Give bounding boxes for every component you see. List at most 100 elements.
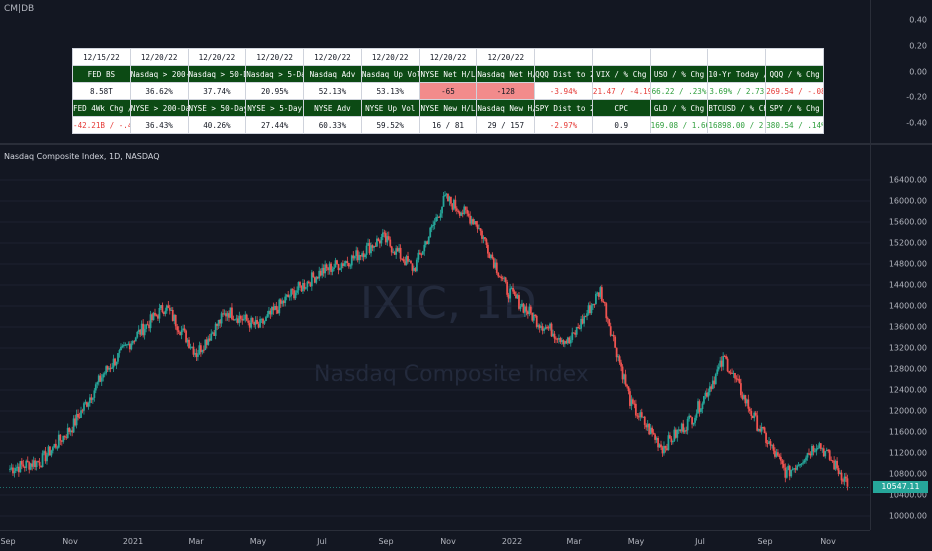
candle	[231, 303, 233, 321]
candle	[771, 444, 773, 449]
candle	[765, 431, 767, 447]
time-axis-tick: Nov	[62, 537, 78, 546]
candle	[411, 263, 414, 276]
candle	[439, 209, 442, 221]
candle	[482, 235, 485, 244]
candle	[282, 299, 285, 307]
candle	[464, 206, 467, 214]
candle	[254, 316, 257, 330]
candle	[512, 283, 514, 294]
candle	[325, 263, 328, 272]
candle	[236, 315, 239, 325]
candle	[151, 312, 153, 323]
candle	[621, 364, 624, 384]
candle	[293, 286, 295, 301]
candle	[288, 294, 291, 301]
candle	[318, 266, 321, 281]
table-cell	[765, 48, 824, 66]
candle	[611, 334, 614, 336]
candle	[683, 427, 686, 434]
candle	[307, 280, 310, 284]
candle	[442, 191, 445, 207]
candle	[772, 443, 775, 455]
time-axis[interactable]: Sep Nov 2021 Mar May Jul Sep Nov 2022 Mar May Jul Se…	[0, 530, 870, 551]
candle	[365, 242, 368, 259]
price-axis-tick: 15600.00	[888, 217, 927, 227]
candle	[740, 378, 742, 398]
candle	[521, 299, 523, 308]
candle	[843, 473, 846, 486]
candle	[359, 254, 362, 261]
candle	[606, 316, 609, 324]
candle	[368, 239, 371, 255]
candle	[247, 317, 250, 326]
candle	[649, 423, 652, 435]
candle	[547, 325, 550, 331]
candle	[671, 440, 674, 445]
candle	[56, 445, 59, 451]
candle	[519, 303, 522, 312]
candle	[117, 352, 119, 364]
candle	[136, 330, 139, 339]
candle	[450, 196, 452, 207]
candle	[109, 363, 112, 373]
candle	[534, 314, 537, 318]
candle	[19, 460, 22, 473]
candle	[384, 230, 387, 245]
candle	[513, 289, 516, 297]
candle	[371, 244, 374, 252]
candle	[270, 306, 273, 317]
candle	[367, 238, 369, 247]
table-cell	[534, 48, 593, 66]
candle	[590, 303, 593, 315]
candle	[241, 315, 244, 325]
candle	[216, 323, 219, 331]
candle	[774, 447, 776, 459]
candle	[229, 307, 232, 318]
candle	[46, 452, 48, 465]
candle	[518, 291, 520, 311]
candle	[504, 276, 507, 284]
table-cell	[591, 48, 651, 66]
candle	[315, 275, 318, 285]
candle	[77, 409, 79, 421]
table-cell: 169.08 / 1.66%	[649, 116, 709, 134]
candle	[257, 321, 260, 329]
time-axis-tick: Jul	[317, 537, 327, 546]
candle	[57, 430, 60, 449]
candle	[413, 265, 415, 273]
table-cell: -42.21B / -.49%	[72, 116, 131, 134]
candle	[432, 220, 435, 231]
candle	[417, 249, 420, 263]
candle	[627, 386, 630, 395]
candle	[155, 313, 158, 317]
table-cell: Nasdaq Adv	[303, 65, 362, 83]
candle	[414, 267, 417, 273]
candle	[66, 423, 69, 439]
candle	[593, 303, 596, 308]
candle	[578, 324, 581, 330]
candle	[251, 317, 254, 324]
candle	[685, 426, 688, 435]
candle	[568, 336, 571, 344]
pane-separator[interactable]	[0, 143, 932, 145]
candle	[105, 364, 108, 376]
candle	[751, 415, 754, 419]
candle	[541, 323, 544, 335]
candle	[731, 368, 733, 374]
candle	[559, 336, 562, 344]
table-cell: Nasdaq > 50-Day	[187, 65, 247, 83]
table-cell: 27.44%	[245, 116, 305, 134]
candle	[370, 242, 372, 257]
table-cell: GLD / % Chg	[649, 99, 709, 117]
candle	[266, 310, 269, 319]
table-cell: FED 4Wk Chg / %	[72, 99, 131, 117]
candle	[481, 229, 483, 244]
table-row: 12/15/22 12/20/22 12/20/22 12/20/22 12/20/22…	[72, 48, 824, 66]
candle	[396, 246, 399, 252]
candle	[651, 425, 654, 437]
candle	[695, 409, 698, 421]
candle	[387, 231, 390, 241]
price-axis[interactable]: 0.40 0.20 0.00 -0.20 -0.40 16400.00 16000.00 15…	[870, 0, 932, 530]
candlestick-chart[interactable]	[0, 145, 870, 530]
